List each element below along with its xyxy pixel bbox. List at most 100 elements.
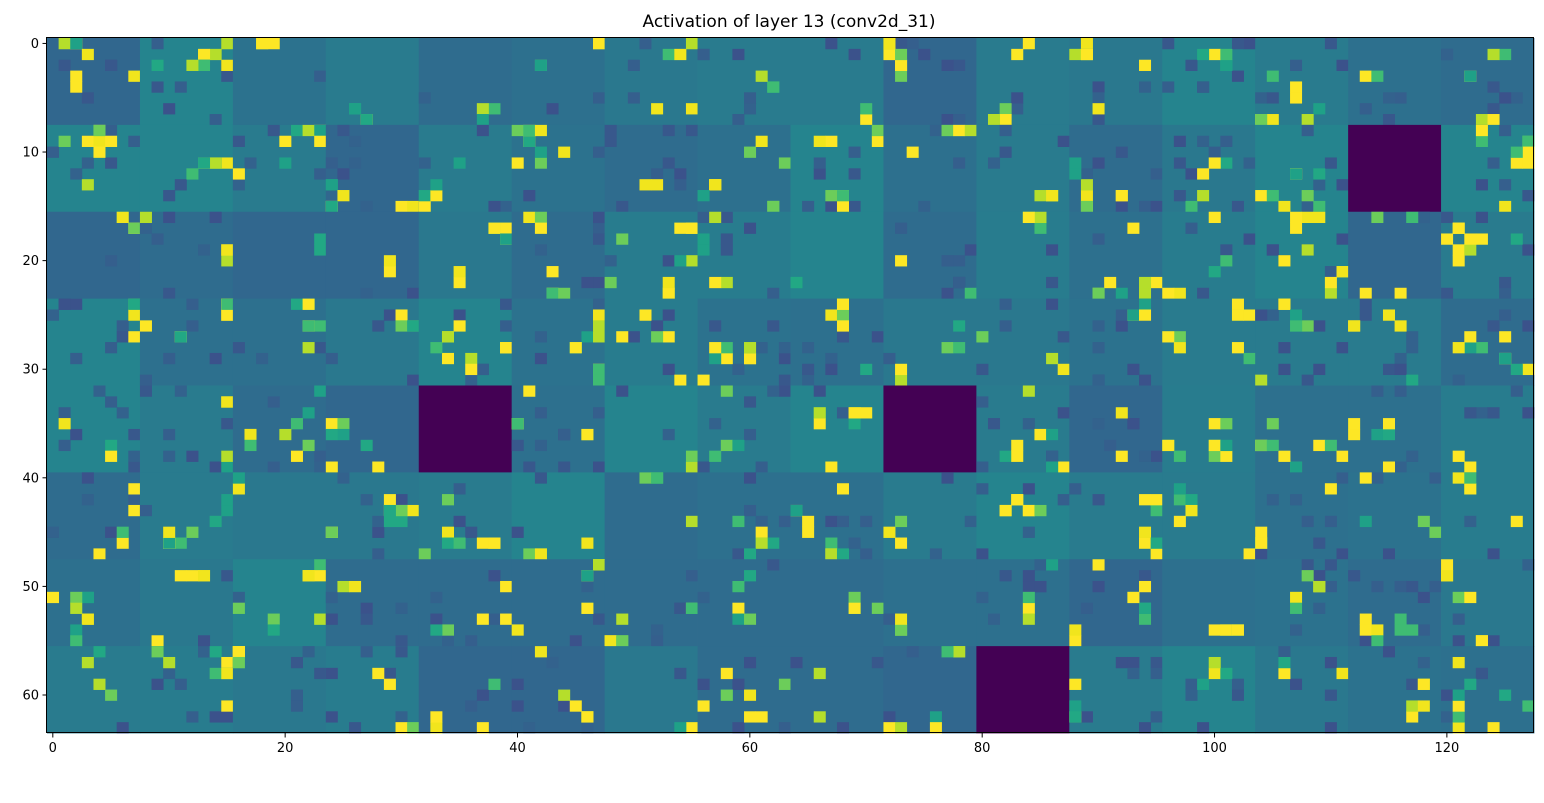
heatmap-cell — [105, 135, 118, 147]
heatmap-cell — [616, 635, 629, 647]
heatmap-cell — [534, 472, 547, 484]
heatmap-cell — [1127, 418, 1140, 430]
heatmap-cell — [767, 200, 780, 213]
heatmap-cell — [767, 385, 780, 397]
heatmap-cell — [593, 146, 606, 158]
heatmap-cell — [360, 287, 373, 300]
heatmap-cell — [174, 570, 187, 582]
heatmap-cell — [1185, 678, 1198, 690]
heatmap-cell — [1080, 168, 1093, 180]
heatmap-cell — [836, 298, 849, 310]
heatmap-cell — [697, 233, 710, 245]
heatmap-cell — [593, 309, 606, 321]
heatmap-cell — [1046, 450, 1059, 462]
heatmap-cell — [1441, 233, 1454, 245]
heatmap-cell — [116, 407, 129, 419]
heatmap-cell — [511, 624, 524, 636]
heatmap-cell — [325, 667, 338, 680]
heatmap-cell — [441, 494, 454, 506]
heatmap-cell — [674, 48, 687, 61]
heatmap-cell — [1162, 81, 1175, 93]
heatmap-cell — [360, 114, 373, 126]
heatmap-cell — [81, 656, 94, 669]
heatmap-cell — [383, 266, 396, 278]
heatmap-cell — [395, 515, 408, 528]
heatmap-cell — [976, 363, 989, 376]
heatmap-cell — [430, 342, 443, 354]
heatmap-cell — [1441, 711, 1454, 723]
heatmap-cell — [1301, 374, 1314, 386]
heatmap-cells — [47, 38, 1535, 734]
heatmap-cell — [1475, 114, 1488, 126]
heatmap-cell — [1011, 439, 1024, 452]
heatmap-cell — [395, 200, 408, 213]
heatmap-cell — [1475, 667, 1488, 680]
heatmap-cell — [128, 450, 141, 462]
heatmap-cell — [651, 320, 664, 332]
heatmap-cell — [674, 222, 687, 234]
heatmap-cell — [1406, 678, 1419, 690]
heatmap-cell — [1173, 331, 1186, 343]
heatmap-cell — [314, 613, 327, 625]
heatmap-cell — [534, 352, 547, 365]
heatmap-cell — [1150, 548, 1163, 560]
heatmap-cell — [732, 602, 745, 614]
heatmap-cell — [1243, 548, 1256, 560]
heatmap-cell — [47, 309, 60, 321]
heatmap-cell — [1348, 320, 1361, 332]
heatmap-cell — [93, 385, 106, 397]
y-tick-label: 40 — [22, 471, 39, 486]
heatmap-cell — [1220, 667, 1233, 680]
heatmap-cell — [1464, 461, 1477, 473]
heatmap-cell — [1510, 146, 1523, 158]
heatmap-cell — [1057, 494, 1070, 506]
heatmap-cell — [232, 179, 245, 191]
heatmap-cell — [1475, 233, 1488, 245]
heatmap-cell — [685, 602, 698, 614]
heatmap-cell — [174, 81, 187, 93]
heatmap-cell — [453, 483, 466, 495]
heatmap-cell — [790, 656, 803, 669]
heatmap-cell — [1022, 570, 1035, 582]
heatmap-cell — [453, 537, 466, 549]
heatmap-cell — [70, 428, 83, 441]
heatmap-tile — [232, 472, 327, 560]
heatmap-cell — [987, 418, 1001, 430]
heatmap-cell — [58, 135, 71, 147]
heatmap-cell — [325, 428, 338, 441]
heatmap-cell — [1046, 276, 1059, 289]
x-tick-label: 80 — [974, 741, 991, 756]
heatmap-cell — [871, 602, 884, 614]
heatmap-cell — [314, 667, 327, 680]
heatmap-cell — [209, 667, 222, 680]
heatmap-cell — [1150, 450, 1163, 462]
heatmap-cell — [302, 646, 315, 658]
heatmap-cell — [139, 385, 152, 397]
heatmap-tile-dead — [418, 385, 513, 473]
heatmap-cell — [93, 124, 106, 137]
heatmap-cell — [1382, 92, 1395, 104]
heatmap-cell — [511, 678, 524, 690]
heatmap-cell — [1301, 200, 1314, 213]
heatmap-cell — [1092, 103, 1105, 115]
heatmap-cell — [1127, 591, 1140, 604]
heatmap-cell — [1487, 48, 1500, 61]
heatmap-cell — [1057, 461, 1070, 473]
heatmap-cell — [1278, 200, 1291, 213]
heatmap-cell — [1034, 211, 1047, 224]
heatmap-cell — [1417, 515, 1430, 528]
heatmap-cell — [674, 602, 687, 614]
heatmap-cell — [105, 342, 118, 354]
heatmap-cell — [1080, 48, 1093, 61]
heatmap-cell — [209, 114, 222, 126]
heatmap-cell — [198, 570, 211, 582]
heatmap-cell — [1313, 363, 1326, 376]
heatmap-cell — [476, 103, 489, 115]
heatmap-cell — [1011, 92, 1024, 104]
heatmap-cell — [314, 385, 327, 397]
heatmap-cell — [314, 320, 327, 332]
heatmap-cell — [1150, 537, 1163, 549]
heatmap-cell — [1057, 407, 1070, 419]
heatmap-cell — [1231, 624, 1244, 636]
heatmap-cell — [1290, 591, 1303, 604]
